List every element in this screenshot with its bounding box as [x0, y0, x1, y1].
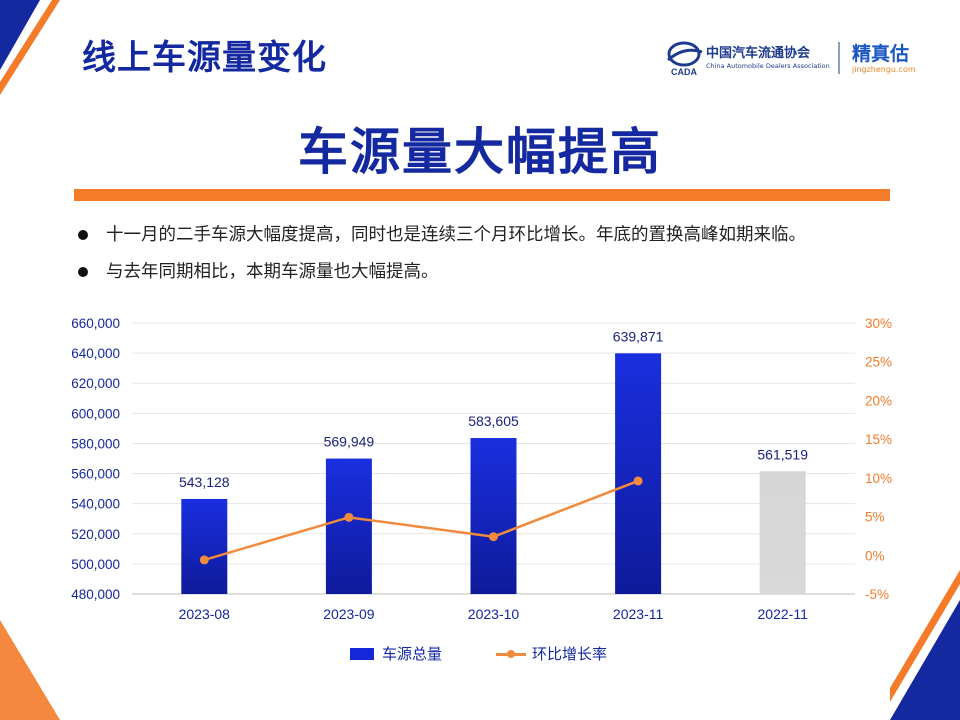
- cada-logo-subtitle: China Automobile Dealers Association: [706, 62, 830, 70]
- bar: [615, 353, 662, 594]
- bottom-left-corner-stripes: [0, 620, 60, 720]
- cada-logo-name: 中国汽车流通协会: [706, 46, 811, 61]
- legend-bar-label: 车源总量: [382, 645, 443, 663]
- bar-value-label: 639,871: [613, 328, 664, 344]
- legend-line-label: 环比增长率: [532, 645, 608, 663]
- growth-rate-point: [199, 555, 209, 565]
- y-left-tick-label: 540,000: [71, 497, 120, 512]
- x-tick-label: 2023-10: [468, 606, 520, 622]
- x-tick-label: 2023-11: [613, 606, 664, 622]
- y-left-tick-label: 640,000: [71, 346, 120, 361]
- growth-rate-line: [203, 479, 639, 562]
- y-right-tick-label: 5%: [865, 510, 885, 525]
- bullet-item: 十一月的二手车源大幅度提高，同时也是连续三个月环比增长。年底的置换高峰如期来临。: [76, 222, 806, 259]
- y-right-tick-label: 0%: [865, 548, 885, 563]
- cada-logo-icon: CADA: [667, 41, 703, 77]
- heading-underline-bar: [74, 189, 890, 201]
- y-left-tick-label: 500,000: [71, 557, 120, 572]
- growth-rate-point: [489, 532, 498, 542]
- y-right-tick-label: -5%: [865, 587, 889, 602]
- growth-rate-point: [633, 476, 643, 486]
- y-left-tick-label: 480,000: [71, 587, 120, 602]
- bullet-dot-icon: [78, 267, 88, 277]
- bar-value-label: 543,128: [179, 474, 230, 490]
- y-right-tick-label: 10%: [865, 471, 892, 486]
- y-left-tick-label: 520,000: [71, 527, 120, 542]
- bar: [325, 458, 372, 594]
- x-tick-label: 2022-11: [758, 606, 809, 622]
- y-left-tick-label: 580,000: [71, 436, 120, 451]
- y-right-tick-label: 15%: [865, 432, 892, 447]
- bar-value-label: 583,605: [468, 413, 519, 429]
- page-title: 线上车源量变化: [82, 38, 327, 78]
- bullet-dot-icon: [78, 230, 88, 240]
- bullet-list: 十一月的二手车源大幅度提高，同时也是连续三个月环比增长。年底的置换高峰如期来临。…: [76, 222, 806, 296]
- y-left-tick-label: 620,000: [71, 376, 120, 391]
- bottom-right-corner-stripes: [890, 570, 960, 720]
- y-left-tick-label: 660,000: [71, 316, 120, 331]
- bar: [181, 498, 228, 594]
- bar: [470, 438, 517, 594]
- top-left-corner-stripes: [0, 0, 60, 95]
- y-right-tick-label: 20%: [865, 393, 892, 408]
- legend-bar-swatch: [350, 648, 374, 660]
- bullet-text: 与去年同期相比，本期车源量也大幅提高。: [106, 262, 439, 282]
- growth-rate-point: [344, 512, 354, 522]
- bullet-text: 十一月的二手车源大幅度提高，同时也是连续三个月环比增长。年底的置换高峰如期来临。: [106, 225, 806, 245]
- jzg-logo-url: jingzhengu.com: [852, 65, 916, 74]
- bullet-item: 与去年同期相比，本期车源量也大幅提高。: [76, 259, 806, 296]
- y-left-tick-label: 600,000: [71, 406, 120, 421]
- y-right-tick-label: 30%: [865, 316, 892, 331]
- x-tick-label: 2023-08: [179, 606, 231, 622]
- header-logos: CADA 中国汽车流通协会 China Automobile Dealers A…: [664, 38, 934, 82]
- legend-line-marker: [507, 650, 515, 658]
- logo-divider: [838, 42, 840, 74]
- bar-value-label: 561,519: [757, 446, 808, 462]
- bar: [759, 471, 806, 594]
- bar-value-label: 569,949: [324, 434, 375, 450]
- combo-chart: 480,000 500,000 520,000 540,000 560,000 580,0…: [71, 316, 892, 622]
- svg-text:CADA: CADA: [671, 67, 697, 77]
- main-heading: 车源量大幅提高: [298, 123, 662, 181]
- y-right-tick-label: 25%: [865, 355, 892, 370]
- x-tick-label: 2023-09: [323, 606, 375, 622]
- jzg-logo-name: 精真估: [852, 43, 910, 65]
- y-left-tick-label: 560,000: [71, 467, 120, 482]
